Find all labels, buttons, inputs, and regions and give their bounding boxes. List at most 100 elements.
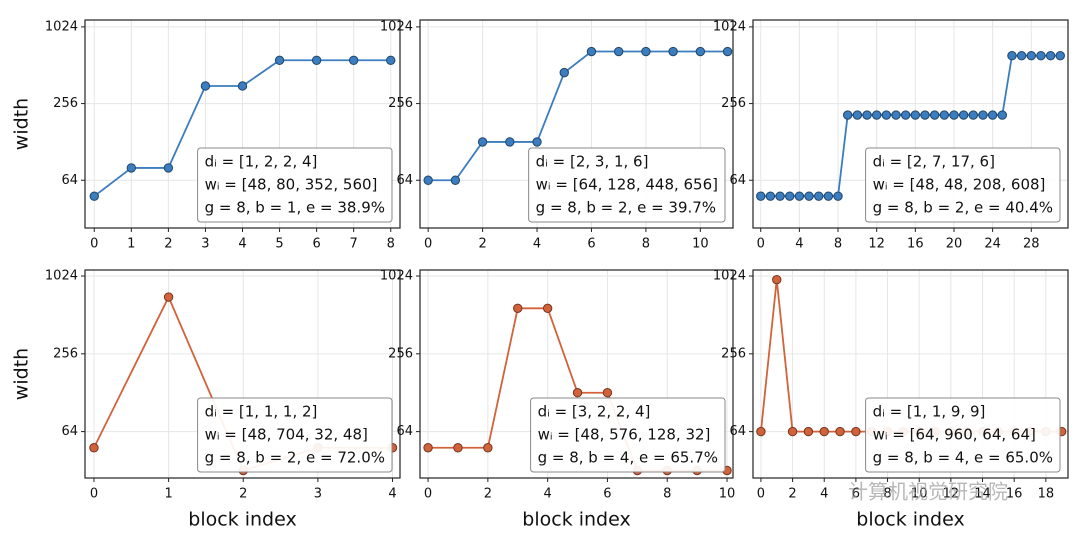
marker (823, 191, 834, 201)
annotation-text: g = 8, b = 2, e = 72.0% (205, 449, 385, 467)
x-tick-label: 4 (238, 237, 246, 252)
annotation-text: wᵢ = [48, 48, 208, 608] (873, 176, 1046, 194)
x-tick-label: 0 (757, 237, 765, 252)
marker (871, 110, 882, 120)
annotation-text: dᵢ = [3, 2, 2, 4] (538, 403, 651, 421)
marker (1026, 51, 1036, 61)
marker (852, 110, 863, 120)
plot-frame (752, 269, 1069, 479)
marker (274, 55, 285, 65)
x-tick-label: 0 (757, 487, 765, 502)
marker (1016, 51, 1027, 61)
x-tick-label: 2 (478, 237, 486, 252)
y-tick-label: 1024 (380, 269, 413, 284)
x-tick-label: 4 (820, 487, 828, 502)
x-tick-label: 4 (533, 237, 541, 252)
plot-frame (419, 269, 734, 479)
marker (978, 110, 988, 120)
y-tick-label: 64 (61, 173, 78, 188)
y-tick-label: 1024 (380, 19, 413, 34)
watermark: 计算机视觉研究院 (848, 480, 1008, 504)
annotation-box (865, 397, 1061, 473)
x-tick-label: 8 (663, 487, 671, 502)
marker (958, 110, 969, 120)
x-tick-label: 2 (484, 487, 492, 502)
marker (89, 191, 99, 201)
panel: 0 2 4 6 8 10 64 256 1024 dᵢ = [2, 3, 1, 6] wᵢ = [6… (380, 19, 734, 252)
annotation-box (528, 147, 726, 223)
marker (163, 292, 174, 302)
marker (532, 137, 542, 147)
x-tick-label: 18 (1038, 487, 1055, 502)
x-tick-label: 24 (984, 237, 1001, 252)
marker (483, 443, 493, 453)
x-tick-label: 4 (795, 237, 803, 252)
marker (602, 388, 613, 398)
x-tick-label: 12 (868, 237, 885, 252)
marker (775, 191, 785, 201)
x-tick-label: 8 (834, 237, 842, 252)
x-tick-label: 16 (907, 237, 924, 252)
annotation-text: g = 8, b = 1, e = 38.9% (205, 199, 385, 217)
marker (900, 110, 911, 120)
y-tick-label: 256 (388, 346, 413, 361)
marker (987, 110, 998, 120)
marker (450, 175, 461, 185)
annotation-text: dᵢ = [1, 1, 9, 9] (873, 403, 986, 421)
x-tick-label: 3 (201, 237, 209, 252)
marker (1007, 51, 1017, 61)
marker (423, 175, 433, 185)
marker (939, 110, 950, 120)
annotation-box (865, 147, 1061, 223)
marker (542, 303, 553, 314)
marker (586, 46, 597, 57)
plot-frame (84, 19, 401, 229)
x-tick-label: 0 (90, 487, 98, 502)
x-axis-label: block index (856, 509, 964, 531)
x-axis-label: block index (522, 509, 630, 531)
marker (949, 110, 959, 120)
marker (803, 426, 814, 437)
annotation-text: wᵢ = [64, 128, 448, 656] (536, 176, 718, 194)
x-tick-label: 10 (911, 487, 928, 502)
x-tick-label: 8 (642, 237, 650, 252)
x-tick-label: 12 (943, 487, 960, 502)
marker (891, 110, 901, 120)
marker (722, 46, 733, 57)
marker (163, 163, 174, 173)
marker (765, 191, 776, 201)
marker (668, 46, 678, 57)
y-tick-label: 64 (396, 424, 413, 439)
annotation-text: dᵢ = [2, 3, 1, 6] (536, 153, 649, 171)
panel: 0 2 4 6 8 10 12 14 16 18 64 256 1024 dᵢ = [1, 1, 9, 9… (713, 269, 1069, 531)
annotation-text: wᵢ = [48, 576, 128, 32] (538, 426, 711, 444)
marker (1055, 51, 1065, 61)
marker (968, 110, 979, 120)
annotation-text: g = 8, b = 4, e = 65.7% (538, 449, 718, 467)
marker (772, 274, 782, 285)
annotation-text: wᵢ = [48, 80, 352, 560] (205, 176, 378, 194)
marker (641, 46, 651, 57)
marker (787, 426, 798, 437)
x-tick-label: 6 (603, 487, 611, 502)
marker (695, 46, 706, 57)
marker (814, 191, 824, 201)
panel: 0 1 2 3 4 64 256 1024 dᵢ = [1, 1, 1, 2] wᵢ = [48,… (11, 269, 401, 531)
y-tick-label: 64 (61, 424, 78, 439)
marker (572, 388, 583, 398)
annotation-text: g = 8, b = 2, e = 39.7% (536, 199, 716, 217)
marker (126, 163, 137, 173)
x-tick-label: 0 (90, 237, 98, 252)
marker (756, 426, 766, 437)
marker (423, 443, 433, 453)
x-tick-label: 8 (883, 487, 891, 502)
y-tick-label: 64 (729, 424, 746, 439)
x-axis-label: block index (188, 509, 296, 531)
marker (929, 110, 940, 120)
annotation-text: dᵢ = [1, 2, 2, 4] (205, 153, 318, 171)
marker (862, 110, 872, 120)
plot-frame (419, 19, 734, 229)
y-tick-label: 1024 (45, 19, 78, 34)
x-tick-label: 8 (387, 237, 395, 252)
marker (1045, 51, 1056, 61)
